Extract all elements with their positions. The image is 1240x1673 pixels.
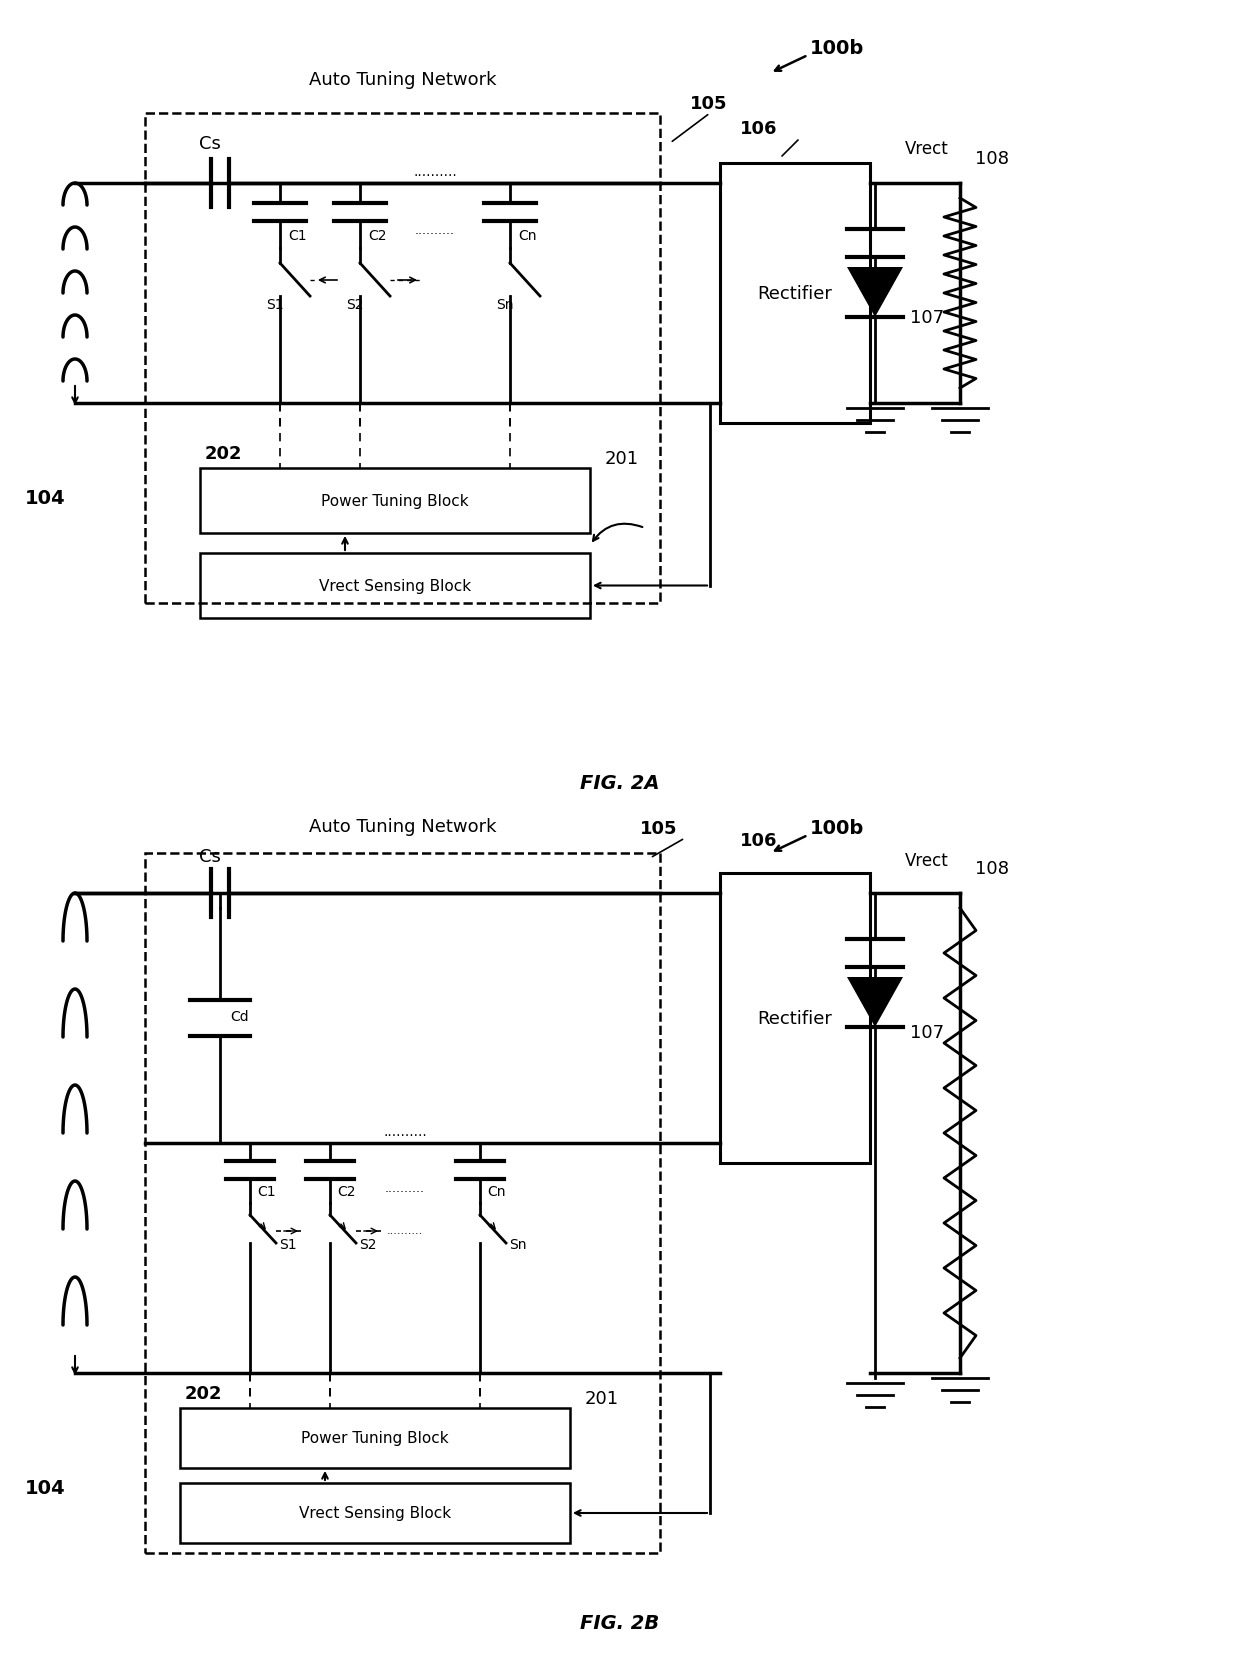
Text: Vrect Sensing Block: Vrect Sensing Block bbox=[319, 579, 471, 594]
Text: FIG. 2B: FIG. 2B bbox=[580, 1613, 660, 1633]
Text: S1: S1 bbox=[279, 1238, 296, 1251]
Text: Vrect: Vrect bbox=[905, 852, 949, 870]
Text: Vrect: Vrect bbox=[905, 141, 949, 157]
Text: 107: 107 bbox=[910, 310, 944, 326]
Text: Cn: Cn bbox=[518, 229, 537, 243]
Text: Power Tuning Block: Power Tuning Block bbox=[321, 494, 469, 509]
Text: 201: 201 bbox=[605, 450, 639, 468]
Text: Rectifier: Rectifier bbox=[758, 1009, 832, 1027]
Text: Cd: Cd bbox=[229, 1009, 249, 1024]
Text: 108: 108 bbox=[975, 860, 1009, 877]
Text: ..........: .......... bbox=[383, 1124, 427, 1138]
Text: 100b: 100b bbox=[810, 38, 864, 59]
Text: 107: 107 bbox=[910, 1024, 944, 1041]
Bar bbox=[200, 554, 590, 619]
Text: C1: C1 bbox=[288, 229, 306, 243]
Text: 104: 104 bbox=[25, 1479, 66, 1497]
Text: 202: 202 bbox=[205, 445, 243, 463]
Bar bbox=[200, 468, 590, 534]
Text: ..........: .......... bbox=[384, 1181, 425, 1195]
Text: 105: 105 bbox=[640, 820, 677, 838]
Bar bbox=[180, 1409, 570, 1469]
Text: Sn: Sn bbox=[508, 1238, 527, 1251]
Text: Cs: Cs bbox=[200, 848, 221, 865]
Bar bbox=[720, 873, 870, 1163]
Polygon shape bbox=[847, 977, 903, 1027]
Text: 108: 108 bbox=[975, 151, 1009, 167]
Text: S2: S2 bbox=[346, 298, 363, 311]
Text: 104: 104 bbox=[25, 489, 66, 507]
Text: 106: 106 bbox=[740, 831, 777, 850]
Text: Cn: Cn bbox=[487, 1184, 506, 1198]
Bar bbox=[720, 164, 870, 423]
Text: 201: 201 bbox=[585, 1389, 619, 1407]
Text: 106: 106 bbox=[740, 120, 777, 137]
Text: S2: S2 bbox=[360, 1238, 377, 1251]
Text: Auto Tuning Network: Auto Tuning Network bbox=[309, 818, 496, 835]
Text: 105: 105 bbox=[689, 95, 728, 114]
Text: ..........: .......... bbox=[415, 224, 455, 238]
Text: ..........: .......... bbox=[387, 1225, 423, 1235]
Text: C2: C2 bbox=[337, 1184, 356, 1198]
Text: 100b: 100b bbox=[810, 818, 864, 838]
Text: FIG. 2A: FIG. 2A bbox=[580, 773, 660, 793]
Text: Vrect Sensing Block: Vrect Sensing Block bbox=[299, 1506, 451, 1521]
Text: C1: C1 bbox=[257, 1184, 275, 1198]
Text: Power Tuning Block: Power Tuning Block bbox=[301, 1430, 449, 1445]
Text: 202: 202 bbox=[185, 1384, 222, 1402]
Text: Cs: Cs bbox=[200, 136, 221, 152]
Text: ..........: .......... bbox=[413, 166, 456, 179]
Bar bbox=[145, 853, 660, 1553]
Text: Auto Tuning Network: Auto Tuning Network bbox=[309, 70, 496, 89]
Text: Rectifier: Rectifier bbox=[758, 284, 832, 303]
Text: S1: S1 bbox=[267, 298, 284, 311]
Bar bbox=[145, 114, 660, 604]
Polygon shape bbox=[847, 268, 903, 318]
Bar bbox=[180, 1482, 570, 1543]
Text: Sn: Sn bbox=[496, 298, 513, 311]
Text: C2: C2 bbox=[368, 229, 387, 243]
